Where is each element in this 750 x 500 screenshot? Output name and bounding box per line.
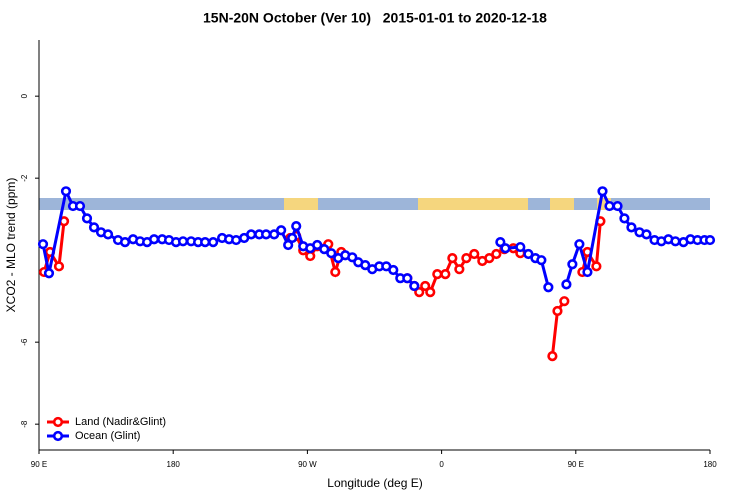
- y-axis-label: XCO2 - MLO trend (ppm): [4, 178, 18, 313]
- x-tick-label: 90 E: [568, 460, 584, 469]
- point: [500, 243, 511, 254]
- point: [619, 213, 630, 224]
- x-tick-label: 90 E: [31, 460, 47, 469]
- point: [326, 248, 337, 259]
- point: [260, 229, 272, 240]
- legend-marker: [52, 430, 64, 442]
- point: [440, 269, 451, 280]
- y-tick-label: -2: [20, 174, 29, 182]
- point: [208, 237, 219, 248]
- point: [53, 261, 65, 272]
- point: [469, 248, 480, 260]
- point: [447, 253, 458, 264]
- point: [425, 287, 436, 298]
- legend-label: Land (Nadir&Glint): [75, 416, 166, 428]
- point: [200, 237, 211, 248]
- x-tick-label: 90 W: [298, 460, 317, 469]
- point: [312, 239, 323, 251]
- point: [60, 186, 72, 197]
- point: [420, 280, 431, 292]
- point: [543, 282, 554, 293]
- point: [388, 264, 399, 276]
- point: [231, 234, 242, 246]
- point: [574, 239, 585, 250]
- point: [291, 221, 302, 232]
- point: [670, 236, 681, 247]
- point: [523, 248, 534, 260]
- point: [43, 268, 55, 279]
- point: [81, 213, 93, 224]
- x-tick-label: 0: [439, 460, 444, 469]
- point: [612, 200, 623, 212]
- point: [491, 248, 502, 260]
- map-strip: [39, 198, 710, 210]
- point: [287, 232, 298, 244]
- point: [305, 250, 316, 262]
- point: [283, 239, 294, 251]
- point: [559, 296, 570, 307]
- chart-title: 15N-20N October (Ver 10) 2015-01-01 to 2…: [203, 10, 547, 26]
- point: [414, 287, 425, 298]
- point: [515, 241, 526, 253]
- point: [330, 266, 341, 278]
- point: [561, 279, 572, 290]
- point: [149, 234, 160, 245]
- point: [552, 305, 563, 317]
- point: [432, 269, 443, 280]
- point: [641, 229, 652, 240]
- point: [484, 253, 495, 264]
- point: [88, 222, 100, 233]
- legend-marker: [52, 416, 64, 428]
- point: [37, 239, 49, 250]
- point: [461, 253, 472, 264]
- point: [626, 222, 637, 233]
- point: [269, 229, 280, 240]
- point: [597, 186, 608, 197]
- point: [319, 244, 330, 255]
- point: [102, 229, 114, 240]
- x-tick-label: 180: [167, 460, 181, 469]
- point: [360, 259, 371, 271]
- point: [604, 200, 615, 212]
- point: [74, 200, 86, 212]
- x-tick-label: 180: [703, 460, 717, 469]
- point: [402, 273, 413, 284]
- y-tick-label: -8: [20, 420, 29, 428]
- point: [276, 225, 287, 236]
- x-axis-label: Longitude (deg E): [327, 476, 422, 490]
- point: [119, 237, 131, 248]
- point: [536, 255, 547, 266]
- point: [591, 261, 602, 272]
- legend-label: Ocean (Glint): [75, 430, 140, 442]
- point: [495, 237, 506, 248]
- y-tick-label: -6: [20, 338, 29, 346]
- point: [246, 229, 257, 240]
- point: [567, 259, 578, 270]
- point: [582, 266, 593, 278]
- point: [177, 236, 189, 247]
- point: [454, 264, 465, 275]
- y-tick-label: 0: [20, 93, 29, 98]
- point: [547, 351, 558, 362]
- point: [409, 280, 420, 292]
- point: [704, 234, 716, 246]
